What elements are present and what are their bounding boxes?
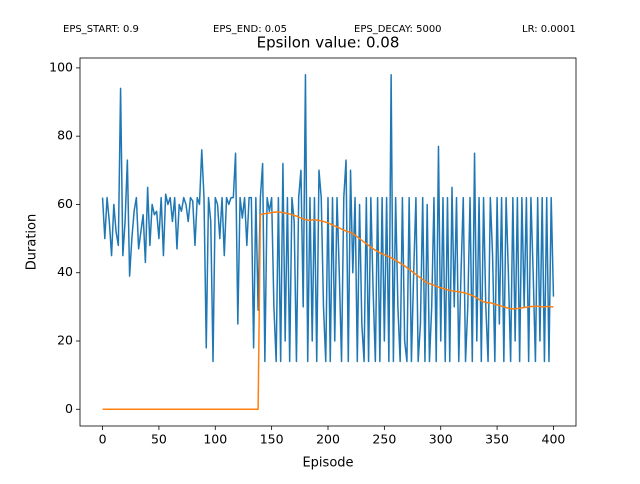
x-tick-label: 50 [151, 432, 167, 447]
x-tick-label: 350 [485, 432, 509, 447]
annotation: EPS_DECAY: 5000 [354, 24, 442, 35]
line-series [102, 211, 554, 411]
y-tick-label: 0 [65, 401, 73, 416]
chart-title: Epsilon value: 0.08 [257, 34, 400, 52]
x-tick-label: 300 [429, 432, 453, 447]
y-tick-label: 100 [49, 59, 73, 74]
y-tick-label: 80 [57, 128, 73, 143]
y-tick-label: 20 [57, 332, 73, 347]
x-tick-label: 100 [203, 432, 227, 447]
x-axis-label: Episode [302, 456, 353, 471]
annotation: LR: 0.0001 [522, 24, 576, 35]
x-tick-label: 250 [372, 432, 396, 447]
plot-frame [79, 57, 577, 427]
x-tick-label: 400 [542, 432, 566, 447]
y-axis-label: Duration [25, 214, 40, 270]
y-tick-label: 40 [57, 264, 73, 279]
annotation: EPS_START: 0.9 [63, 24, 139, 35]
x-tick-label: 150 [260, 432, 284, 447]
x-tick-label: 200 [316, 432, 340, 447]
line-series [101, 73, 555, 363]
annotation: EPS_END: 0.05 [213, 24, 287, 35]
y-tick-label: 60 [57, 196, 73, 211]
x-tick-label: 0 [99, 432, 107, 447]
